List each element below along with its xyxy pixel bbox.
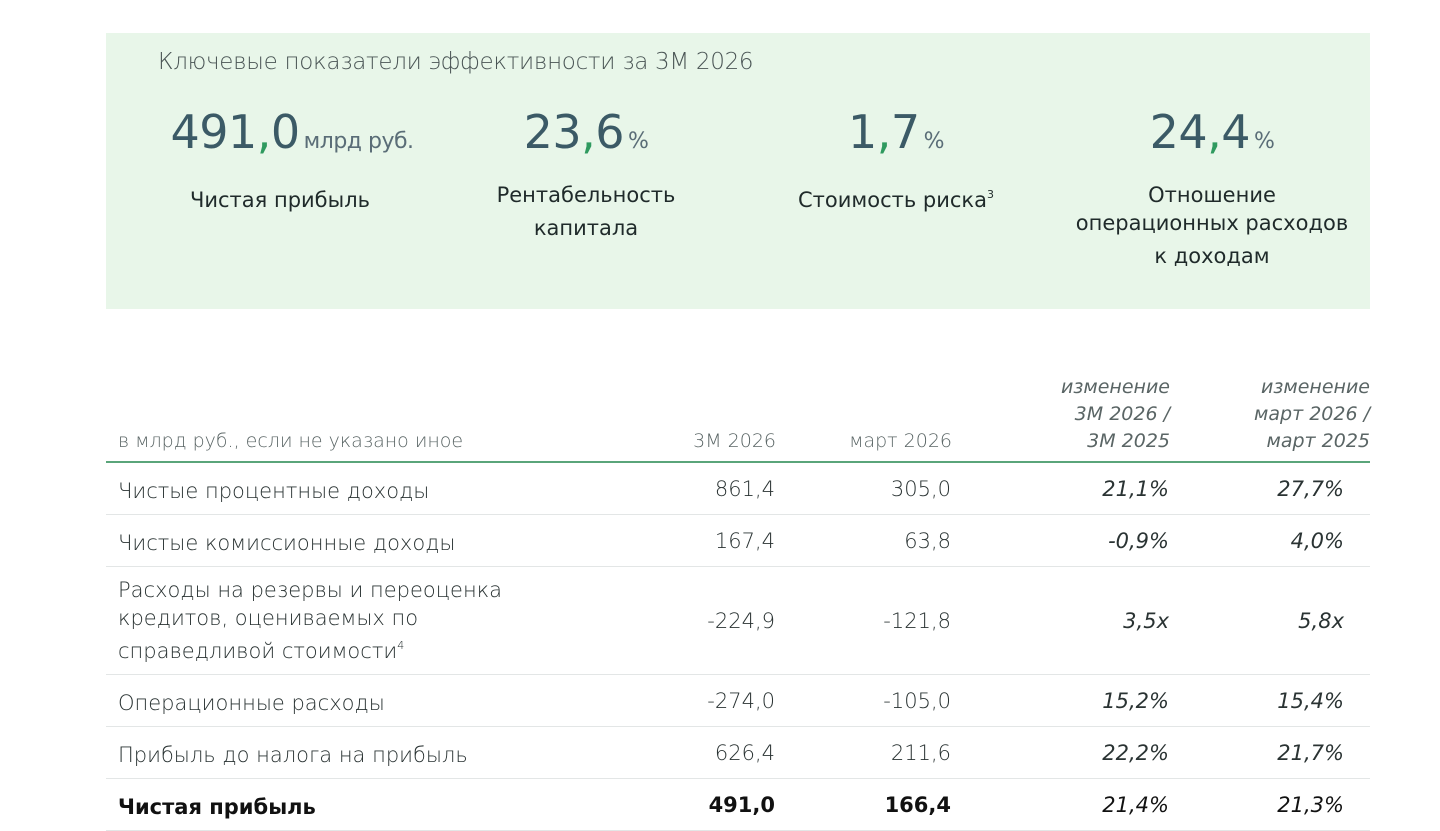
cell-change-3m: 3,5x: [952, 566, 1170, 675]
cell-3m-2026: 861,4: [626, 462, 776, 515]
cell-3m-2026: -224,9: [626, 566, 776, 675]
kpi-value: 1,7%: [847, 105, 945, 159]
cell-change-march: 27,7%: [1170, 462, 1370, 515]
table-row: Чистые процентные доходы 861,4 305,0 21,…: [106, 462, 1370, 515]
cell-3m-2026: 491,0: [626, 778, 776, 831]
cell-3m-2026: 626,4: [626, 726, 776, 779]
cell-change-3m: -0,9%: [952, 514, 1170, 567]
row-label: Операционные расходы: [106, 674, 626, 727]
cell-march-2026: 305,0: [776, 462, 952, 515]
financial-table: в млрд руб., если не указано иное 3М 202…: [106, 370, 1370, 831]
cell-change-3m: 21,4%: [952, 778, 1170, 831]
kpi-label: Стоимость риска3: [798, 188, 994, 212]
header-change-3m: изменение 3М 2026 / 3М 2025: [952, 370, 1170, 463]
kpi-label: Рентабельность капитала: [496, 183, 676, 240]
kpi-roe: 23,6% Рентабельность капитала: [446, 105, 726, 242]
cell-change-3m: 15,2%: [952, 674, 1170, 727]
kpi-panel: Ключевые показатели эффективности за 3М …: [106, 33, 1370, 309]
row-label: Чистая прибыль: [106, 778, 626, 831]
cell-change-3m: 21,1%: [952, 462, 1170, 515]
cell-march-2026: -105,0: [776, 674, 952, 727]
kpi-value: 24,4%: [1149, 105, 1275, 159]
kpi-cost-of-risk: 1,7% Стоимость риска3: [766, 105, 1026, 214]
row-label: Расходы на резервы и переоценка кредитов…: [106, 566, 626, 675]
cell-change-march: 15,4%: [1170, 674, 1370, 727]
table-row: Чистые комиссионные доходы 167,4 63,8 -0…: [106, 514, 1370, 567]
table-row: Операционные расходы -274,0 -105,0 15,2%…: [106, 674, 1370, 727]
header-units: в млрд руб., если не указано иное: [106, 370, 626, 463]
row-label: Прибыль до налога на прибыль: [106, 726, 626, 779]
table-row: Расходы на резервы и переоценка кредитов…: [106, 566, 1370, 675]
header-change-march: изменение март 2026 / март 2025: [1170, 370, 1370, 463]
header-3m-2026: 3М 2026: [626, 370, 776, 463]
kpi-title: Ключевые показатели эффективности за 3М …: [158, 49, 754, 75]
table-row-total: Чистая прибыль 491,0 166,4 21,4% 21,3%: [106, 778, 1370, 831]
cell-change-march: 21,3%: [1170, 778, 1370, 831]
kpi-unit: %: [1254, 129, 1275, 154]
cell-change-march: 4,0%: [1170, 514, 1370, 567]
kpi-label: Чистая прибыль: [189, 188, 371, 212]
table-header-row: в млрд руб., если не указано иное 3М 202…: [106, 370, 1370, 463]
cell-march-2026: -121,8: [776, 566, 952, 675]
kpi-value: 23,6%: [523, 105, 649, 159]
row-label: Чистые процентные доходы: [106, 462, 626, 515]
row-label: Чистые комиссионные доходы: [106, 514, 626, 567]
cell-march-2026: 63,8: [776, 514, 952, 567]
cell-3m-2026: -274,0: [626, 674, 776, 727]
cell-change-3m: 22,2%: [952, 726, 1170, 779]
cell-3m-2026: 167,4: [626, 514, 776, 567]
kpi-cost-income: 24,4% Отношение операционных расходов к …: [1056, 105, 1368, 270]
table-row: Прибыль до налога на прибыль 626,4 211,6…: [106, 726, 1370, 779]
kpi-unit: %: [628, 129, 649, 154]
kpi-net-profit: 491,0 млрд руб. Чистая прибыль: [142, 105, 442, 214]
kpi-unit: млрд руб.: [303, 129, 414, 154]
cell-march-2026: 166,4: [776, 778, 952, 831]
kpi-unit: %: [923, 129, 945, 154]
kpi-label: Отношение операционных расходов к дохода…: [1075, 183, 1349, 268]
cell-change-march: 5,8x: [1170, 566, 1370, 675]
kpi-value: 491,0 млрд руб.: [170, 105, 414, 159]
cell-march-2026: 211,6: [776, 726, 952, 779]
cell-change-march: 21,7%: [1170, 726, 1370, 779]
header-march-2026: март 2026: [776, 370, 952, 463]
